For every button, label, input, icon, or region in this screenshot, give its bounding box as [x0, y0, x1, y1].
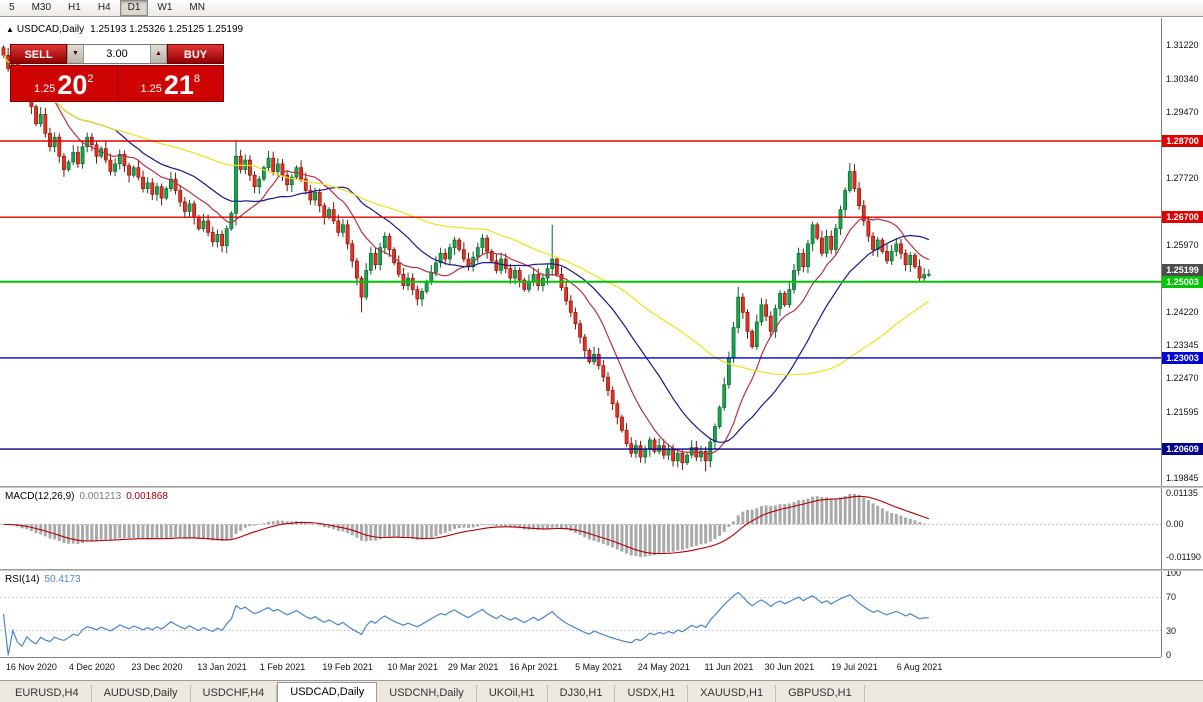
price-axis-label: 1.19845	[1166, 473, 1199, 484]
price-axis-label: 0	[1166, 650, 1172, 661]
price-axis-label: 1.29470	[1166, 106, 1199, 117]
timeframe-button-MN[interactable]: MN	[189, 2, 205, 13]
macd-main-value: 0.001213	[79, 491, 122, 502]
buy-price-pips: 21	[163, 70, 194, 100]
price-level-badge: 1.25003	[1162, 275, 1203, 288]
timeframe-button-D1[interactable]: D1	[119, 0, 149, 16]
price-axis-label: 0.01135	[1166, 488, 1198, 499]
price-axis-label: 1.30340	[1166, 73, 1199, 84]
timeframe-button-5[interactable]: 5	[9, 2, 15, 13]
date-axis-label: 23 Dec 2020	[131, 662, 183, 672]
timeframe-button-H4[interactable]: H4	[97, 2, 111, 13]
price-axis-label: 1.25970	[1166, 239, 1199, 250]
price-axis-label: 1.27720	[1166, 173, 1199, 184]
price-axis-label: 1.24220	[1166, 306, 1199, 317]
volume-field: ▼ 3.00 ▲	[67, 44, 167, 64]
candles-layer	[1, 45, 931, 472]
date-axis-label: 13 Jan 2021	[197, 662, 247, 672]
horizontal-level-lines	[0, 140, 1161, 450]
macd-signal-line	[3, 495, 930, 555]
chart-tab-UKOilH1[interactable]: UKOil,H1	[477, 685, 548, 702]
date-axis-label: 30 Jun 2021	[764, 662, 815, 672]
price-axis-label: 1.21595	[1166, 406, 1199, 417]
date-axis-label: 10 Mar 2021	[387, 662, 438, 672]
sell-button[interactable]: SELL	[10, 44, 67, 64]
timeframe-button-W1[interactable]: W1	[157, 2, 173, 13]
buy-price-display[interactable]: 1.25 21 8	[116, 66, 224, 101]
chart-tab-EURUSDH4[interactable]: EURUSD,H4	[3, 685, 92, 702]
date-axis-label: 19 Jul 2021	[831, 662, 878, 672]
price-axis-label: 0.00	[1166, 519, 1184, 530]
price-axis-label: 1.23345	[1166, 339, 1199, 350]
chart-symbol-label: USDCAD,Daily	[16, 24, 85, 35]
panel-separator[interactable]	[0, 569, 1203, 571]
price-level-badge: 1.28700	[1162, 134, 1203, 147]
price-axis-label: 30	[1166, 625, 1177, 636]
price-axis-label: 1.22470	[1166, 373, 1199, 384]
sell-price-display[interactable]: 1.25 20 2	[11, 66, 117, 101]
panel-separator[interactable]	[0, 486, 1203, 488]
date-axis-label: 19 Feb 2021	[322, 662, 373, 672]
chart-tab-USDCNHDaily[interactable]: USDCNH,Daily	[377, 685, 477, 702]
rsi-line	[2, 591, 929, 656]
moving-average-lines	[3, 54, 930, 455]
chart-tab-USDXH1[interactable]: USDX,H1	[615, 685, 689, 702]
date-axis-label: 16 Apr 2021	[509, 662, 558, 672]
sell-price-base: 1.25	[33, 83, 56, 95]
volume-input[interactable]: 3.00	[106, 48, 128, 60]
volume-decrease-button[interactable]: ▼	[67, 45, 84, 63]
chart-tab-USDCADDaily[interactable]: USDCAD,Daily	[277, 682, 378, 702]
chart-ohlc-values: 1.25193 1.25326 1.25125 1.25199	[90, 24, 244, 35]
macd-signal-value: 0.001868	[126, 491, 168, 502]
macd-label: MACD(12,26,9) 0.001213 0.001868	[5, 491, 168, 502]
chart-tab-USDCHFH4[interactable]: USDCHF,H4	[191, 685, 278, 702]
rsi-level-lines	[0, 597, 1161, 631]
price-axis: 1.31220 1.30340 1.29470 1.27720 1.25970 1.242…	[1161, 18, 1203, 661]
timeframe-button-H1[interactable]: H1	[68, 2, 81, 13]
main-price-chart[interactable]	[0, 18, 1161, 486]
chart-tab-DJ30H1[interactable]: DJ30,H1	[548, 685, 616, 702]
macd-histogram	[6, 493, 931, 557]
chart-tab-AUDUSDDaily[interactable]: AUDUSD,Daily	[92, 685, 191, 702]
buy-button[interactable]: BUY	[167, 44, 224, 64]
date-axis-label: 5 May 2021	[575, 662, 623, 672]
date-axis-label: 11 Jun 2021	[704, 662, 754, 672]
volume-increase-button[interactable]: ▲	[150, 45, 167, 63]
date-axis-label: 24 May 2021	[637, 662, 690, 672]
date-axis-label: 4 Dec 2020	[68, 662, 115, 672]
timeframe-toolbar: 5 M30 H1 H4 D1 W1 MN	[0, 0, 1203, 17]
chart-title: ▲ USDCAD,Daily 1.25193 1.25326 1.25125 1.2…	[6, 24, 243, 35]
rsi-label: RSI(14) 50.4173	[5, 574, 81, 585]
date-axis-label: 29 Mar 2021	[447, 662, 499, 672]
price-level-badge: 1.26700	[1162, 211, 1203, 224]
date-axis-label: 1 Feb 2021	[259, 662, 306, 672]
price-axis-label: 1.31220	[1166, 40, 1199, 51]
macd-name: MACD(12,26,9)	[5, 491, 75, 502]
macd-indicator-panel[interactable]	[0, 488, 1161, 569]
chart-tabs-bar: EURUSD,H4 AUDUSD,Daily USDCHF,H4 USDCAD,Dai…	[0, 680, 1203, 702]
price-level-badge: 1.20609	[1162, 443, 1203, 456]
price-level-badge: 1.25199	[1162, 264, 1203, 277]
chart-tab-GBPUSDH1[interactable]: GBPUSD,H1	[776, 685, 865, 702]
timeframe-button-M30[interactable]: M30	[31, 2, 52, 13]
chart-symbol-icon: ▲	[6, 25, 14, 34]
date-axis: 16 Nov 2020 4 Dec 2020 23 Dec 2020 13 Jan 2…	[0, 657, 1161, 677]
date-axis-label: 16 Nov 2020	[5, 662, 57, 672]
chart-tab-XAUUSDH1[interactable]: XAUUSD,H1	[688, 685, 777, 702]
sell-price-point: 2	[87, 73, 94, 85]
one-click-trading-panel: SELL ▼ 3.00 ▲ BUY 1.25 20 2 1.25 21 8	[10, 44, 224, 102]
date-axis-label: 6 Aug 2021	[896, 662, 943, 672]
price-axis-label: 70	[1166, 592, 1177, 603]
sell-price-pips: 20	[57, 70, 88, 100]
price-level-badge: 1.23003	[1162, 351, 1203, 364]
buy-price-base: 1.25	[140, 83, 162, 95]
rsi-indicator-panel[interactable]	[0, 571, 1161, 657]
price-axis-label: 100	[1166, 567, 1182, 578]
rsi-value: 50.4173	[44, 574, 81, 585]
price-axis-label: -0.01190	[1166, 552, 1201, 563]
rsi-name: RSI(14)	[5, 574, 40, 585]
buy-price-point: 8	[193, 73, 201, 85]
